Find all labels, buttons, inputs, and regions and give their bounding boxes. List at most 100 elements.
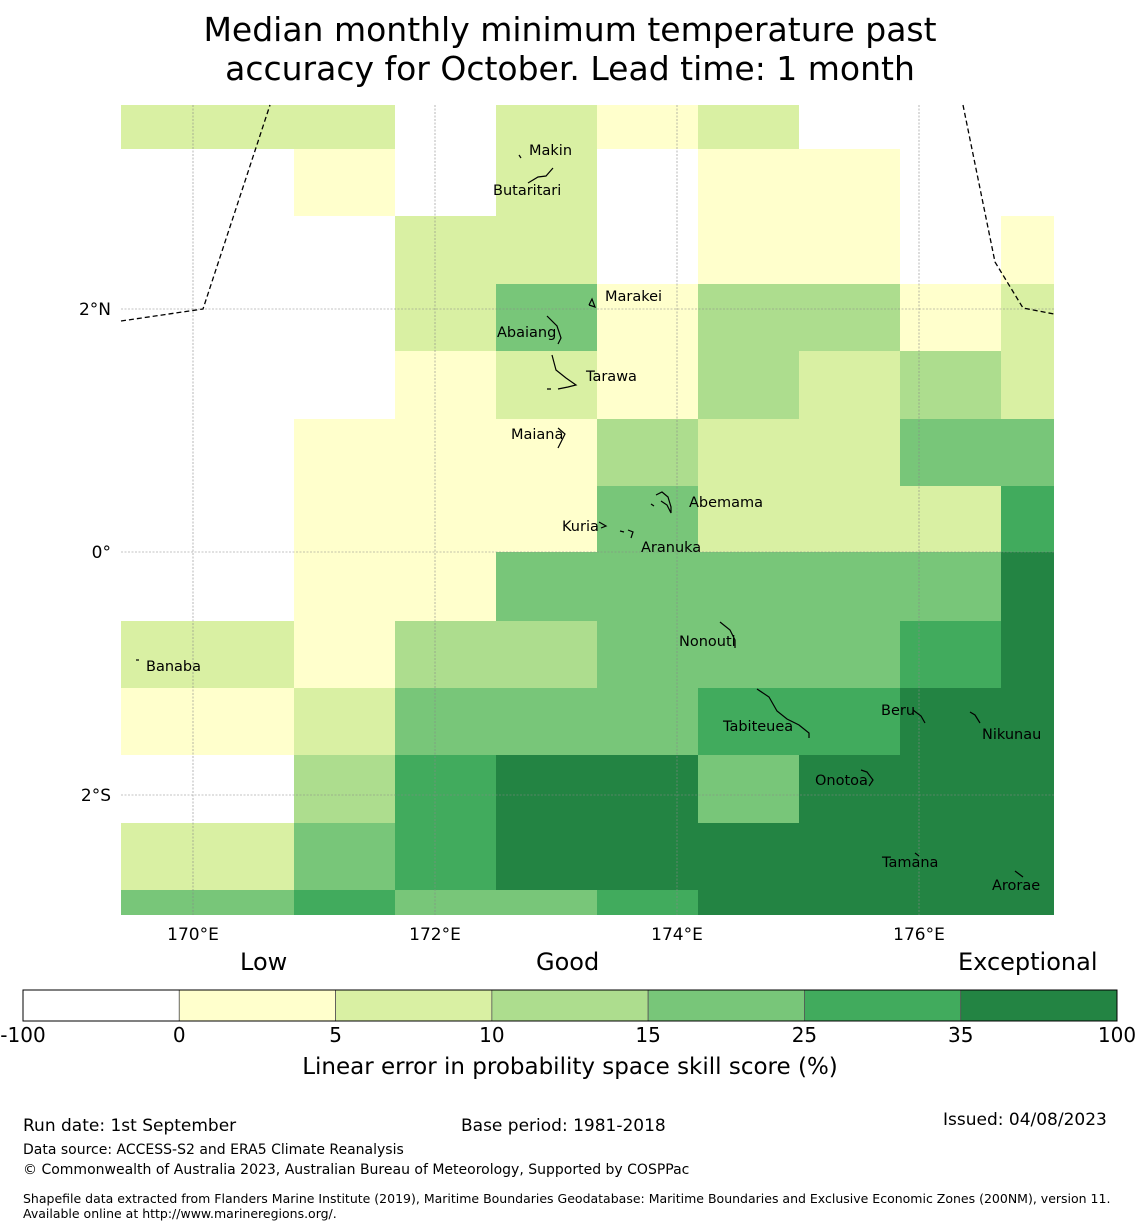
grid-cell — [395, 486, 496, 552]
island-label-marakei: Marakei — [605, 289, 662, 305]
category-low: Low — [240, 948, 288, 976]
grid-cell — [395, 621, 496, 688]
grid-cell — [294, 284, 395, 351]
grid-cell — [395, 149, 496, 216]
title-line-1: Median monthly minimum temperature past — [203, 10, 937, 49]
grid-cell — [395, 216, 496, 284]
island-label-beru: Beru — [881, 703, 915, 719]
grid-cell — [193, 486, 294, 552]
grid-cell — [121, 823, 193, 890]
aranuka-shape — [619, 529, 634, 539]
grid-cell — [799, 419, 900, 486]
grid-cell — [121, 284, 193, 351]
grid-cell — [294, 755, 395, 823]
grid-cell — [900, 149, 1001, 216]
grid-cell — [1001, 149, 1054, 216]
grid-cell — [395, 284, 496, 351]
grid-cell — [1001, 284, 1054, 351]
colorbar-tick-label: 15 — [635, 1023, 661, 1047]
grid-cell — [900, 284, 1001, 351]
grid-cell — [698, 351, 799, 419]
grid-cell — [121, 621, 193, 688]
grid-cell — [1001, 351, 1054, 419]
lat-tick-2s: 2°S — [81, 786, 111, 806]
copyright: © Commonwealth of Australia 2023, Austra… — [23, 1162, 690, 1178]
eez-boundary-east — [962, 104, 1055, 315]
grid-cell — [121, 552, 193, 621]
grid-cell — [294, 552, 395, 621]
grid-cell — [121, 486, 193, 552]
grid-cell — [294, 419, 395, 486]
colorbar-segment — [960, 989, 1118, 1022]
grid-cell — [597, 419, 698, 486]
colorbar — [22, 989, 1118, 1022]
grid-cell — [395, 890, 496, 915]
tarawa-shape — [547, 354, 578, 390]
grid-cell — [597, 216, 698, 284]
grid-cell — [496, 688, 597, 755]
colorbar-segment — [178, 989, 336, 1022]
grid-cell — [1001, 486, 1054, 552]
grid-cell — [597, 149, 698, 216]
nonouti-shape — [719, 621, 736, 648]
grid-cell — [121, 216, 193, 284]
island-label-nonouti: Nonouti — [679, 634, 736, 650]
grid-cell — [698, 890, 799, 915]
island-label-butaritari: Butaritari — [493, 183, 561, 199]
onotoa-shape — [860, 769, 874, 787]
lat-tick-0: 0° — [92, 543, 111, 563]
lon-tick-174e: 174°E — [651, 925, 703, 945]
grid-cell — [395, 755, 496, 823]
grid-cell — [597, 284, 698, 351]
grid-cell — [1001, 823, 1054, 890]
grid-cell — [900, 105, 1001, 149]
grid-cell — [496, 552, 597, 621]
grid-cell — [799, 351, 900, 419]
grid-cell — [193, 755, 294, 823]
grid-cell — [900, 552, 1001, 621]
grid-cell — [193, 621, 294, 688]
grid-cell — [799, 755, 900, 823]
grid-cell — [193, 216, 294, 284]
grid-cell — [799, 149, 900, 216]
grid-cell — [395, 823, 496, 890]
colorbar-frame — [22, 989, 1118, 1022]
nikunau-shape — [969, 711, 981, 724]
colorbar-tick-label: 10 — [479, 1023, 505, 1047]
grid-cell — [193, 552, 294, 621]
grid-cell — [496, 216, 597, 284]
arorae-shape — [1014, 870, 1024, 878]
grid-cell — [900, 486, 1001, 552]
grid-cell — [294, 216, 395, 284]
marakei-shape — [588, 297, 597, 308]
grid-cell — [395, 351, 496, 419]
grid-cell — [294, 486, 395, 552]
colorbar-tick-label: 5 — [329, 1023, 342, 1047]
grid-cell — [799, 216, 900, 284]
grid-cell — [193, 688, 294, 755]
skill-grid — [121, 105, 1054, 915]
maiana-shape — [557, 427, 566, 449]
grid-cell — [698, 755, 799, 823]
grid-cell — [193, 149, 294, 216]
grid-cell — [597, 621, 698, 688]
island-label-kuria: Kuria — [562, 519, 599, 535]
colorbar-segment — [647, 989, 805, 1022]
grid-cell — [121, 890, 193, 915]
grid-cell — [799, 688, 900, 755]
grid-cell — [1001, 621, 1054, 688]
colorbar-title: Linear error in probability space skill … — [302, 1054, 838, 1080]
colorbar-segment — [491, 989, 649, 1022]
grid-cell — [799, 105, 900, 149]
island-label-nikunau: Nikunau — [982, 727, 1041, 743]
grid-cell — [121, 105, 193, 149]
grid-cell — [698, 486, 799, 552]
colorbar-tick-label: 35 — [947, 1023, 974, 1047]
grid-cell — [294, 105, 395, 149]
island-label-banaba: Banaba — [146, 659, 201, 675]
grid-cell — [496, 419, 597, 486]
island-label-tabiteuea: Tabiteuea — [722, 719, 793, 735]
data-source: Data source: ACCESS-S2 and ERA5 Climate … — [23, 1142, 404, 1158]
grid-cell — [193, 419, 294, 486]
grid-cell — [496, 486, 597, 552]
